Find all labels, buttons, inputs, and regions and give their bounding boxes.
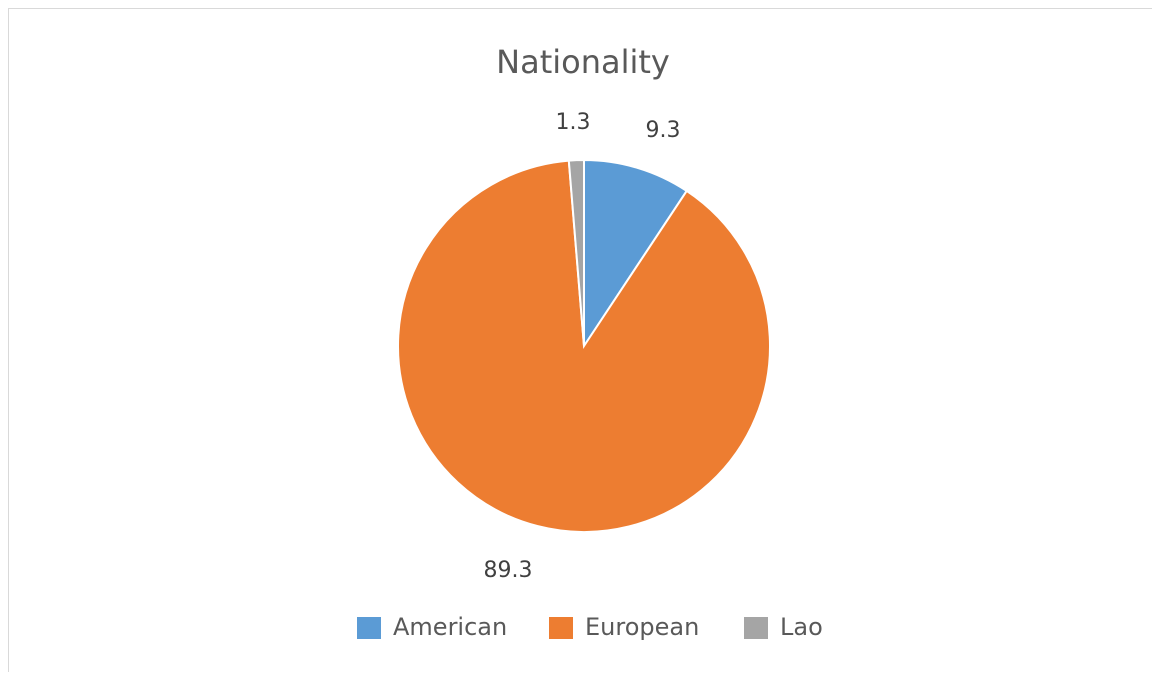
data-label-lao: 1.3 (556, 110, 591, 135)
legend: American European Lao (357, 613, 823, 641)
chart-title: Nationality (496, 43, 670, 81)
data-label-american: 9.3 (646, 118, 681, 143)
legend-label-european: European (585, 613, 699, 641)
legend-swatch-american (357, 617, 381, 639)
legend-swatch-lao (744, 617, 768, 639)
legend-label-lao: Lao (780, 613, 823, 641)
data-label-european: 89.3 (484, 558, 533, 583)
pie-slices (398, 160, 770, 532)
legend-label-american: American (393, 613, 507, 641)
legend-swatch-european (549, 617, 573, 639)
